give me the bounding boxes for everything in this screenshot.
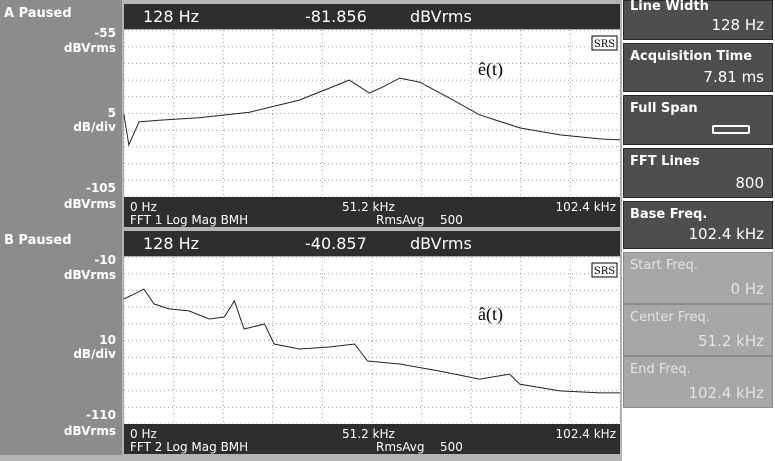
softkey-value: 102.4 kHz — [688, 225, 764, 243]
footer-measurement: FFT 1 Log Mag BMH — [130, 213, 248, 227]
softkey-value: 800 — [735, 174, 764, 192]
softkey-value: 51.2 kHz — [697, 332, 764, 350]
scale-bottom: -105 — [86, 181, 116, 195]
header-reading: -81.856 — [305, 7, 367, 26]
annotation: ê(t) — [478, 59, 503, 80]
footer-count: 500 — [440, 213, 463, 227]
header-freq: 128 Hz — [143, 7, 199, 26]
scale-top: -10 — [94, 253, 116, 267]
logo-box — [591, 35, 618, 51]
header-freq: 128 Hz — [143, 234, 199, 253]
logo: SRS — [594, 266, 615, 277]
softkey-label: FFT Lines — [630, 154, 700, 169]
header-bar — [124, 4, 620, 29]
trace — [123, 77, 621, 147]
scale-unit: dBVrms — [64, 197, 116, 211]
softkey[interactable]: FFT Lines 800 — [623, 148, 773, 198]
softkey-label: Center Freq. — [630, 310, 710, 325]
softkey[interactable]: Line Width 128 Hz — [623, 0, 773, 40]
scale-unit: dBVrms — [64, 41, 116, 55]
scale-div-unit: dB/div — [73, 120, 116, 134]
span-icon — [712, 125, 750, 134]
scale-top: -55 — [94, 26, 116, 40]
footer-bar — [124, 197, 620, 227]
softkey-label: Full Span — [630, 101, 698, 116]
header-unit: dBVrms — [410, 7, 472, 26]
softkey-value: 7.81 ms — [703, 68, 764, 86]
status: B Paused — [4, 233, 72, 248]
annotation: â(t) — [478, 304, 503, 325]
softkey-label: Line Width — [630, 0, 709, 14]
softkey: End Freq. 102.4 kHz — [623, 356, 773, 408]
scale-bottom: -110 — [86, 408, 116, 422]
softkey-label: Base Freq. — [630, 207, 708, 222]
header-reading: -40.857 — [305, 234, 367, 253]
scale-div: 5 — [108, 106, 116, 120]
x-label: 0 Hz — [130, 200, 157, 214]
header-bar — [124, 231, 620, 256]
softkey: Center Freq. 51.2 kHz — [623, 304, 773, 356]
softkey-label: Acquisition Time — [630, 49, 753, 64]
x-label: 102.4 kHz — [556, 427, 616, 441]
header-unit: dBVrms — [410, 234, 472, 253]
softkey: Start Freq. 0 Hz — [623, 252, 773, 304]
footer-averaging: RmsAvg — [376, 440, 425, 454]
logo: SRS — [594, 39, 615, 50]
label-column — [0, 0, 122, 228]
x-label: 0 Hz — [130, 427, 157, 441]
scale-unit: dBVrms — [64, 268, 116, 282]
softkey[interactable]: Full Span — [623, 95, 773, 145]
scale-div-unit: dB/div — [73, 347, 116, 361]
trace — [123, 288, 620, 394]
scale-unit: dBVrms — [64, 424, 116, 438]
footer-measurement: FFT 2 Log Mag BMH — [130, 440, 248, 454]
footer-count: 500 — [440, 440, 463, 454]
logo-box — [591, 262, 618, 278]
label-column — [0, 227, 122, 455]
scale-div: 10 — [99, 333, 116, 347]
softkey-value: 128 Hz — [711, 16, 764, 34]
footer-bar — [124, 424, 620, 454]
softkey-label: End Freq. — [630, 362, 691, 377]
x-label: 102.4 kHz — [556, 200, 616, 214]
x-label: 51.2 kHz — [342, 200, 395, 214]
softkey-label: Start Freq. — [630, 258, 698, 273]
softkey[interactable]: Acquisition Time 7.81 ms — [623, 43, 773, 92]
x-label: 51.2 kHz — [342, 427, 395, 441]
softkey[interactable]: Base Freq. 102.4 kHz — [623, 201, 773, 249]
softkey-value: 102.4 kHz — [688, 384, 764, 402]
status: A Paused — [4, 6, 72, 21]
softkey-value: 0 Hz — [730, 280, 764, 298]
footer-averaging: RmsAvg — [376, 213, 425, 227]
